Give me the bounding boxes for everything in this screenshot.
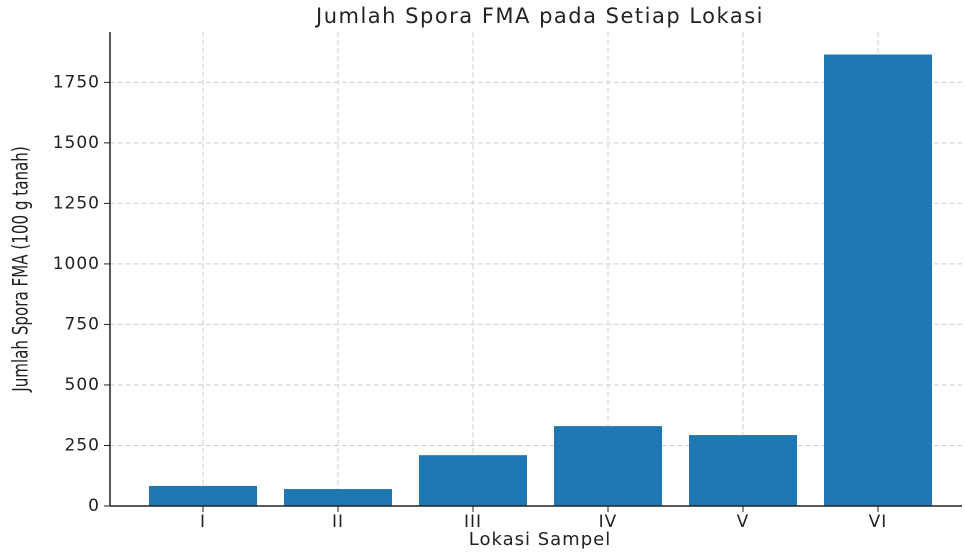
x-axis-label: Lokasi Sampel xyxy=(469,529,611,550)
y-tick-label: 1750 xyxy=(53,72,100,92)
bar xyxy=(149,485,257,506)
x-tick-label: II xyxy=(332,512,344,532)
y-tick-label: 750 xyxy=(65,314,100,334)
bar xyxy=(824,54,932,506)
y-tick-label: 1000 xyxy=(53,254,100,274)
y-tick-label: 1250 xyxy=(53,193,100,213)
y-tick-label: 500 xyxy=(65,375,100,395)
chart-title: Jumlah Spora FMA pada Setiap Lokasi xyxy=(314,4,764,28)
y-tick-label: 0 xyxy=(88,496,100,516)
y-tick-label: 1500 xyxy=(53,133,100,153)
x-tick-label: V xyxy=(737,512,750,532)
y-tick-label: 250 xyxy=(65,435,100,455)
x-tick-label: VI xyxy=(869,512,888,532)
bar xyxy=(554,426,662,506)
y-axis-label: Jumlah Spora FMA (100 g tanah) xyxy=(9,146,33,392)
bar xyxy=(689,435,797,506)
x-tick-label: I xyxy=(200,512,206,532)
bar xyxy=(419,455,527,506)
x-tick-label: IV xyxy=(599,512,618,532)
bar xyxy=(284,489,392,506)
x-tick-label: III xyxy=(464,512,482,532)
